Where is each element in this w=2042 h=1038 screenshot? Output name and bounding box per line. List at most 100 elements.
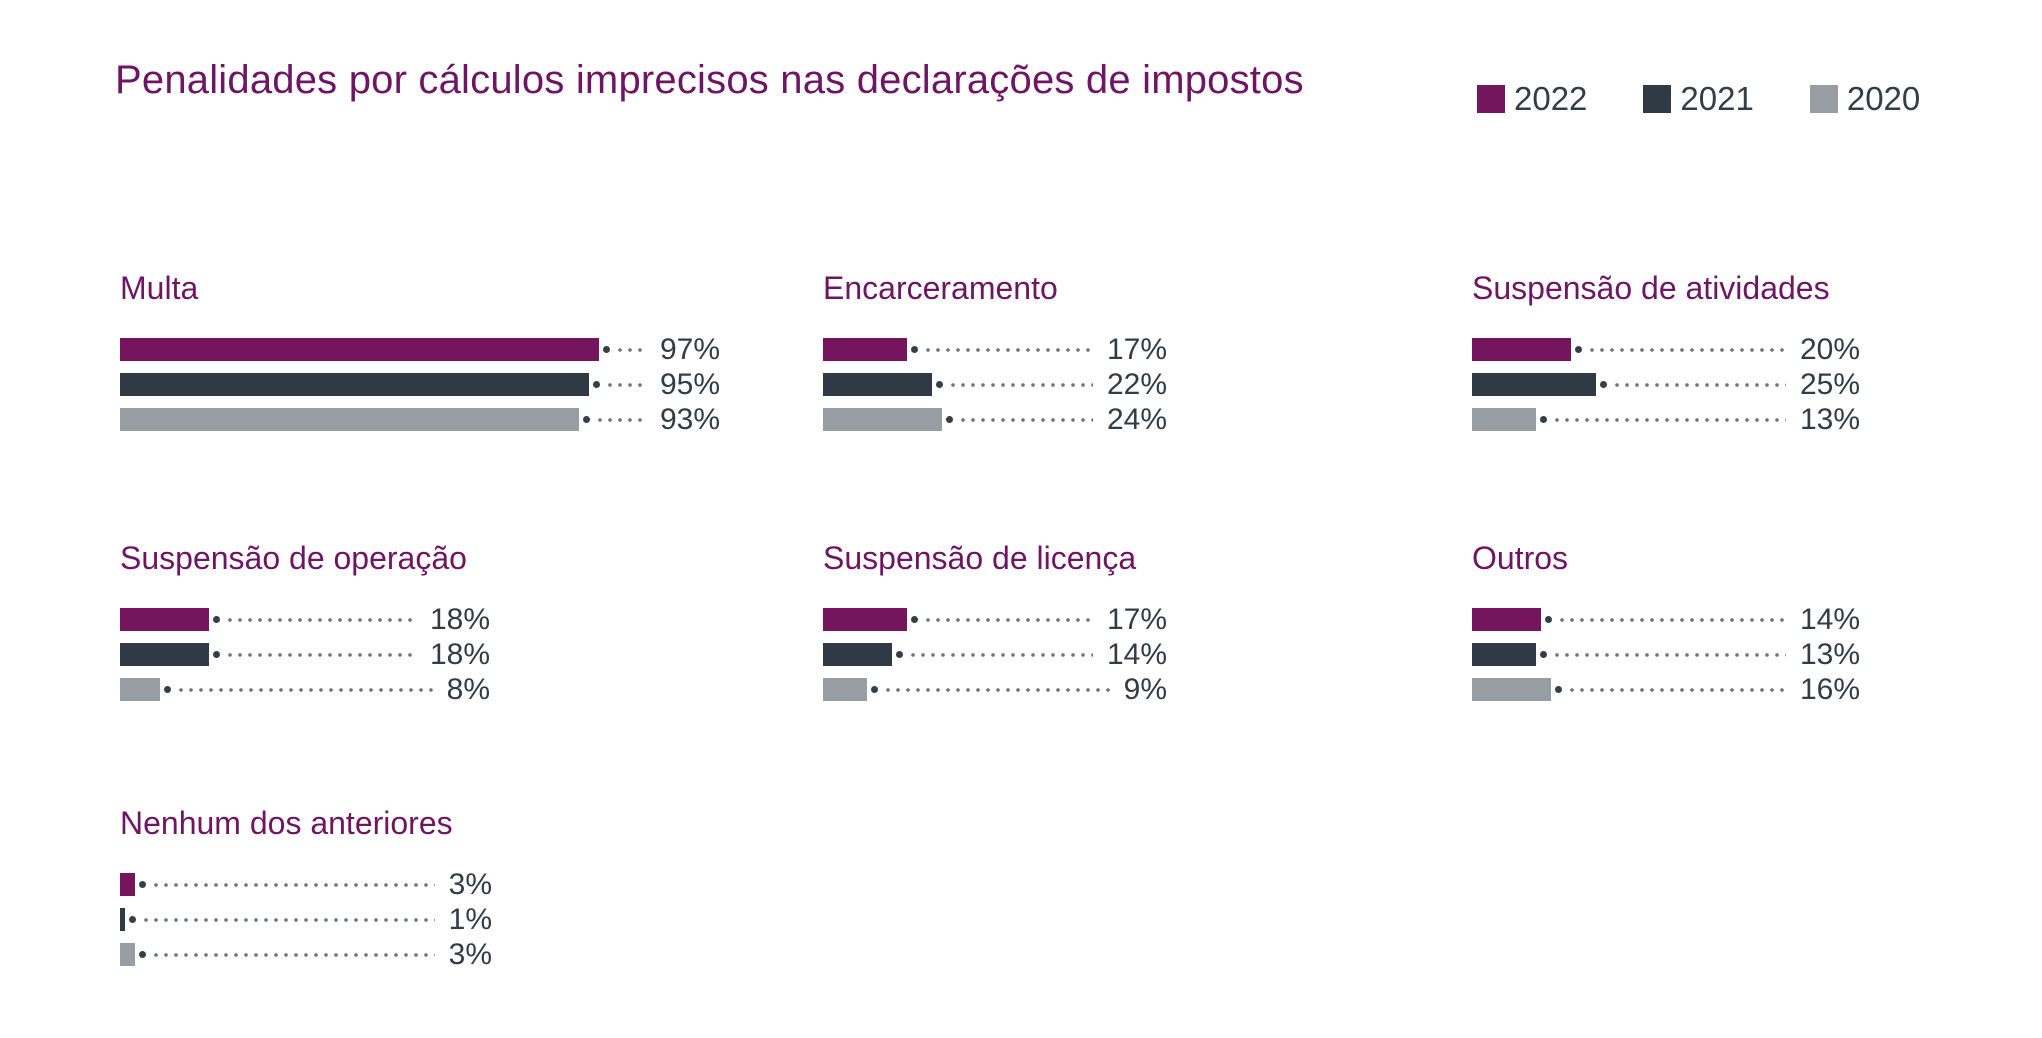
mini-chart: Suspensão de operação 18% 18% 8% bbox=[120, 540, 823, 805]
bar-2020 bbox=[1472, 678, 1551, 701]
leader-dot-icon bbox=[593, 381, 600, 388]
leader-line bbox=[615, 347, 646, 352]
leader-dot-icon bbox=[213, 651, 220, 658]
mini-chart: Outros 14% 13% 16% bbox=[1472, 540, 1922, 805]
leader-dot-icon bbox=[871, 686, 878, 693]
bar-row: 95% bbox=[120, 368, 720, 401]
bar-row: 9% bbox=[823, 673, 1167, 706]
value-label: 24% bbox=[1106, 402, 1167, 436]
value-label: 13% bbox=[1799, 637, 1860, 671]
leader-dot-icon bbox=[946, 416, 953, 423]
leader-dot-icon bbox=[603, 346, 610, 353]
bar-group: 17% 22% 24% bbox=[823, 333, 1167, 436]
bar-row: 13% bbox=[1472, 638, 1860, 671]
mini-chart-title: Outros bbox=[1472, 540, 1569, 576]
bar-row: 18% bbox=[120, 603, 490, 636]
bar-2022 bbox=[120, 338, 599, 361]
bar-group: 14% 13% 16% bbox=[1472, 603, 1860, 706]
legend-label: 2021 bbox=[1680, 80, 1754, 117]
bar-2021 bbox=[1472, 643, 1536, 666]
mini-chart-title: Encarceramento bbox=[823, 270, 1058, 306]
value-label: 18% bbox=[429, 637, 490, 671]
bar-group: 17% 14% 9% bbox=[823, 603, 1167, 706]
legend-item-2020: 2020 bbox=[1809, 80, 1920, 118]
leader-dot-icon bbox=[1545, 616, 1552, 623]
bar-row: 17% bbox=[823, 333, 1167, 366]
value-label: 8% bbox=[446, 672, 490, 706]
bar-2021 bbox=[823, 643, 892, 666]
bar-2020 bbox=[823, 678, 867, 701]
leader-line bbox=[1612, 382, 1786, 387]
bar-group: 3% 1% 3% bbox=[120, 868, 492, 971]
bar-2020 bbox=[120, 943, 135, 966]
bar-2021 bbox=[1472, 373, 1596, 396]
legend-swatch-2022-icon bbox=[1477, 85, 1505, 113]
leader-line bbox=[141, 917, 435, 922]
leader-line bbox=[923, 347, 1093, 352]
value-label: 3% bbox=[448, 867, 492, 901]
bar-row: 1% bbox=[120, 903, 492, 936]
mini-chart-title: Nenhum dos anteriores bbox=[120, 805, 453, 841]
bar-row: 18% bbox=[120, 638, 490, 671]
bar-row: 17% bbox=[823, 603, 1167, 636]
value-label: 18% bbox=[429, 602, 490, 636]
bar-2020 bbox=[120, 408, 579, 431]
bar-2021 bbox=[120, 908, 125, 931]
mini-chart: Encarceramento 17% 22% 24% bbox=[823, 270, 1472, 540]
leader-line bbox=[595, 417, 646, 422]
bar-row: 93% bbox=[120, 403, 720, 436]
bar-2020 bbox=[120, 678, 160, 701]
leader-dot-icon bbox=[213, 616, 220, 623]
bar-2021 bbox=[120, 643, 209, 666]
leader-dot-icon bbox=[139, 881, 146, 888]
value-label: 14% bbox=[1106, 637, 1167, 671]
legend-item-2022: 2022 bbox=[1477, 80, 1587, 118]
bar-2022 bbox=[120, 608, 209, 631]
leader-dot-icon bbox=[139, 951, 146, 958]
leader-line bbox=[151, 952, 435, 957]
leader-line bbox=[225, 652, 416, 657]
bar-row: 14% bbox=[823, 638, 1167, 671]
value-label: 1% bbox=[448, 902, 492, 936]
legend-item-2021: 2021 bbox=[1643, 80, 1754, 118]
mini-chart: Multa 97% 95% 93% bbox=[120, 270, 823, 540]
charts-grid: Multa 97% 95% 93% Encarceramento 17% 22% 24% Sus… bbox=[120, 270, 1922, 978]
legend-label: 2022 bbox=[1514, 80, 1588, 117]
bar-group: 97% 95% 93% bbox=[120, 333, 720, 436]
mini-chart-title: Suspensão de operação bbox=[120, 540, 467, 576]
bar-row: 13% bbox=[1472, 403, 1860, 436]
bar-row: 3% bbox=[120, 938, 492, 971]
value-label: 22% bbox=[1106, 367, 1167, 401]
leader-line bbox=[605, 382, 646, 387]
bar-2021 bbox=[120, 373, 589, 396]
leader-dot-icon bbox=[1540, 651, 1547, 658]
value-label: 13% bbox=[1799, 402, 1860, 436]
leader-dot-icon bbox=[164, 686, 171, 693]
leader-line bbox=[1552, 652, 1786, 657]
value-label: 9% bbox=[1123, 672, 1167, 706]
leader-line bbox=[225, 617, 416, 622]
leader-dot-icon bbox=[1540, 416, 1547, 423]
leader-line bbox=[1587, 347, 1786, 352]
leader-line bbox=[958, 417, 1093, 422]
bar-2022 bbox=[120, 873, 135, 896]
leader-dot-icon bbox=[911, 346, 918, 353]
mini-chart: Nenhum dos anteriores 3% 1% 3% bbox=[120, 805, 823, 978]
value-label: 3% bbox=[448, 937, 492, 971]
value-label: 17% bbox=[1106, 332, 1167, 366]
bar-2022 bbox=[1472, 608, 1541, 631]
leader-line bbox=[1557, 617, 1786, 622]
leader-line bbox=[151, 882, 435, 887]
bar-row: 8% bbox=[120, 673, 490, 706]
leader-line bbox=[1552, 417, 1786, 422]
value-label: 95% bbox=[659, 367, 720, 401]
bar-2022 bbox=[1472, 338, 1571, 361]
bar-2022 bbox=[823, 608, 907, 631]
value-label: 25% bbox=[1799, 367, 1860, 401]
legend-swatch-2020-icon bbox=[1809, 85, 1838, 113]
value-label: 16% bbox=[1799, 672, 1860, 706]
leader-line bbox=[883, 687, 1110, 692]
bar-row: 24% bbox=[823, 403, 1167, 436]
leader-dot-icon bbox=[129, 916, 136, 923]
